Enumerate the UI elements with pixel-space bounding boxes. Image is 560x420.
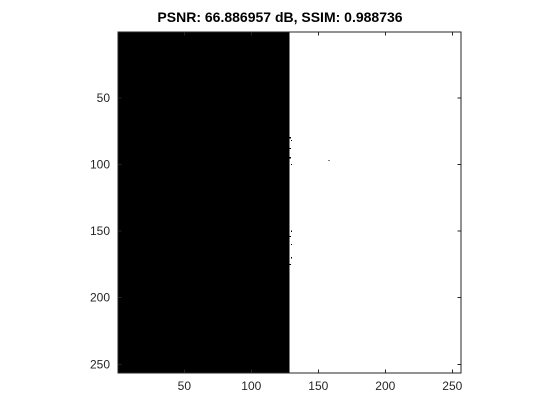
pixel-artifact (289, 263, 291, 266)
pixel-artifact (328, 159, 330, 162)
pixel-artifact (290, 257, 293, 259)
y-tick-label: 50 (97, 91, 111, 105)
y-tick-label: 200 (90, 291, 110, 305)
pixel-artifact (290, 230, 293, 232)
axes-layer (117, 31, 462, 374)
x-tick-label: 100 (241, 379, 261, 393)
tick-layer: 50 100 150 200 250 50 100 150 200 250 (90, 32, 463, 393)
region-dark-half (118, 32, 290, 373)
pixel-artifact (290, 163, 293, 166)
x-tick-label: 250 (442, 379, 462, 393)
pixel-artifact (290, 139, 293, 142)
x-tick-label: 50 (178, 379, 192, 393)
region-bright-half (289, 32, 461, 373)
pixel-artifact (289, 137, 291, 139)
image-layer (118, 32, 461, 373)
pixel-artifact (289, 235, 291, 238)
x-tick-label: 150 (308, 379, 328, 393)
y-tick-label: 100 (90, 158, 110, 172)
y-tick-label: 150 (90, 224, 110, 238)
pixel-artifact (289, 147, 291, 150)
pixel-artifact (289, 157, 291, 159)
axes-box (117, 31, 462, 374)
y-tick-label: 250 (90, 357, 110, 371)
chart-title: PSNR: 66.886957 dB, SSIM: 0.988736 (157, 9, 403, 25)
x-tick-label: 200 (375, 379, 395, 393)
pixel-artifact (290, 243, 293, 246)
